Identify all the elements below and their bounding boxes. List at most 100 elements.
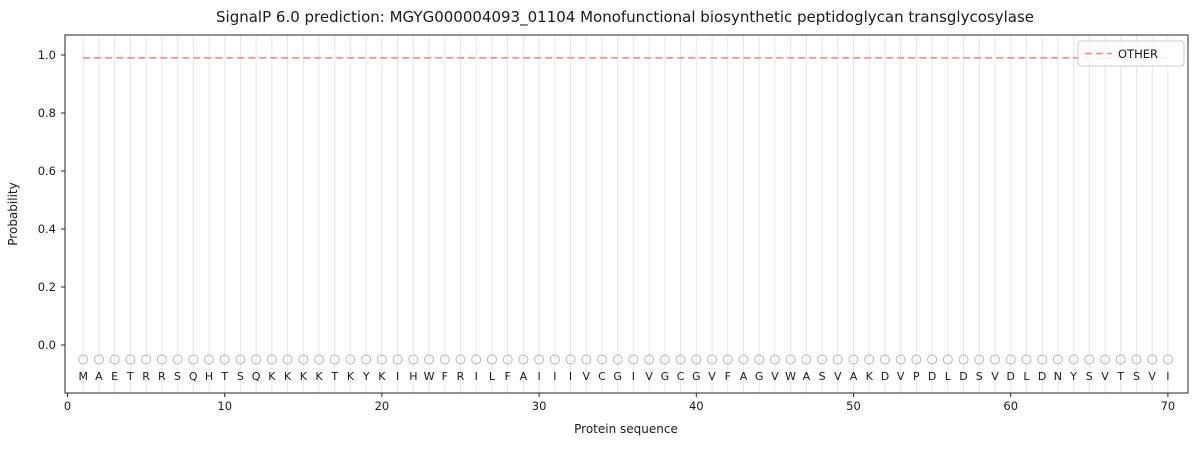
residue-letter: D [881, 370, 889, 383]
residue-marker [1037, 354, 1048, 365]
residue-letter: V [1148, 370, 1156, 383]
residue-marker [172, 354, 183, 365]
residue-letter: K [268, 370, 276, 383]
residue-letter: I [1166, 370, 1169, 383]
residue-marker [203, 354, 214, 365]
residue-marker [1052, 354, 1063, 365]
x-tick-label: 50 [846, 399, 861, 413]
residue-letter: I [537, 370, 540, 383]
residue-marker [879, 354, 890, 365]
y-tick-label: 0.6 [38, 164, 56, 178]
residue-marker [424, 354, 435, 365]
residue-letter: A [803, 370, 811, 383]
residue-marker [989, 354, 1000, 365]
residue-letter: I [632, 370, 635, 383]
residue-letter: E [111, 370, 118, 383]
residue-letter: V [582, 370, 590, 383]
residue-letter: W [424, 370, 435, 383]
residue-marker [1084, 354, 1095, 365]
residue-marker [549, 354, 560, 365]
residue-marker [895, 354, 906, 365]
residue-letter: R [457, 370, 465, 383]
residue-marker [345, 354, 356, 365]
x-tick-label: 10 [217, 399, 232, 413]
residue-letter: K [347, 370, 355, 383]
residue-marker [785, 354, 796, 365]
residue-marker [911, 354, 922, 365]
residue-letter: V [834, 370, 842, 383]
x-axis-ticks: 0 10 20 30 40 50 60 70 [64, 393, 1175, 413]
x-tick-label: 0 [64, 399, 71, 413]
residue-letter: Y [362, 370, 370, 383]
residue-letter: K [300, 370, 308, 383]
residue-marker [864, 354, 875, 365]
residue-marker [1021, 354, 1032, 365]
residue-marker [1147, 354, 1158, 365]
residue-letter: G [692, 370, 701, 383]
residue-letter: T [330, 370, 338, 383]
residue-marker [1068, 354, 1079, 365]
residue-marker [455, 354, 466, 365]
residue-marker [235, 354, 246, 365]
residue-marker [958, 354, 969, 365]
residue-marker [817, 354, 828, 365]
residue-marker [266, 354, 277, 365]
residue-letter: Q [189, 370, 198, 383]
residue-letter: H [205, 370, 213, 383]
residue-letter: S [1133, 370, 1140, 383]
residue-letter: A [95, 370, 103, 383]
residue-marker [486, 354, 497, 365]
gridlines [82, 35, 1169, 393]
residue-letter: L [489, 370, 496, 383]
chart-title: SignalP 6.0 prediction: MGYG000004093_01… [216, 8, 1034, 27]
x-tick-label: 40 [689, 399, 704, 413]
residue-marker [518, 354, 529, 365]
residue-letter: R [142, 370, 150, 383]
residue-letter: K [378, 370, 386, 383]
residue-letter: D [1038, 370, 1046, 383]
residue-marker [93, 354, 104, 365]
residue-marker [848, 354, 859, 365]
residue-letter: S [819, 370, 826, 383]
residue-marker [251, 354, 262, 365]
y-tick-label: 0.4 [38, 222, 56, 236]
residue-letter: I [396, 370, 399, 383]
residue-letter: I [553, 370, 556, 383]
residue-letter: W [785, 370, 796, 383]
residue-letter: D [959, 370, 967, 383]
residue-letter: D [1006, 370, 1014, 383]
residue-marker [581, 354, 592, 365]
residue-letter: Y [1069, 370, 1077, 383]
residue-letter: N [1054, 370, 1062, 383]
residue-marker [769, 354, 780, 365]
residue-marker [439, 354, 450, 365]
residue-marker [942, 354, 953, 365]
residue-letter: I [569, 370, 572, 383]
residue-marker [329, 354, 340, 365]
residue-marker [596, 354, 607, 365]
residue-letter: S [174, 370, 181, 383]
residue-marker [534, 354, 545, 365]
y-tick-label: 0.0 [38, 338, 56, 352]
residue-letter: T [126, 370, 134, 383]
residue-marker [1005, 354, 1016, 365]
residue-letter: M [78, 370, 88, 383]
residue-marker [109, 354, 120, 365]
residue-marker [392, 354, 403, 365]
residue-letter: T [1116, 370, 1124, 383]
residue-letter: V [991, 370, 999, 383]
residue-marker [722, 354, 733, 365]
y-tick-label: 1.0 [38, 48, 56, 62]
residue-letter: F [442, 370, 448, 383]
residue-letter: S [1086, 370, 1093, 383]
residue-marker [282, 354, 293, 365]
residue-markers [78, 354, 1173, 365]
residue-marker [974, 354, 985, 365]
residue-letter: F [725, 370, 731, 383]
residue-letter: L [1023, 370, 1030, 383]
residue-marker [1115, 354, 1126, 365]
residue-letter: A [520, 370, 528, 383]
residue-letter: A [740, 370, 748, 383]
residue-marker [125, 354, 136, 365]
